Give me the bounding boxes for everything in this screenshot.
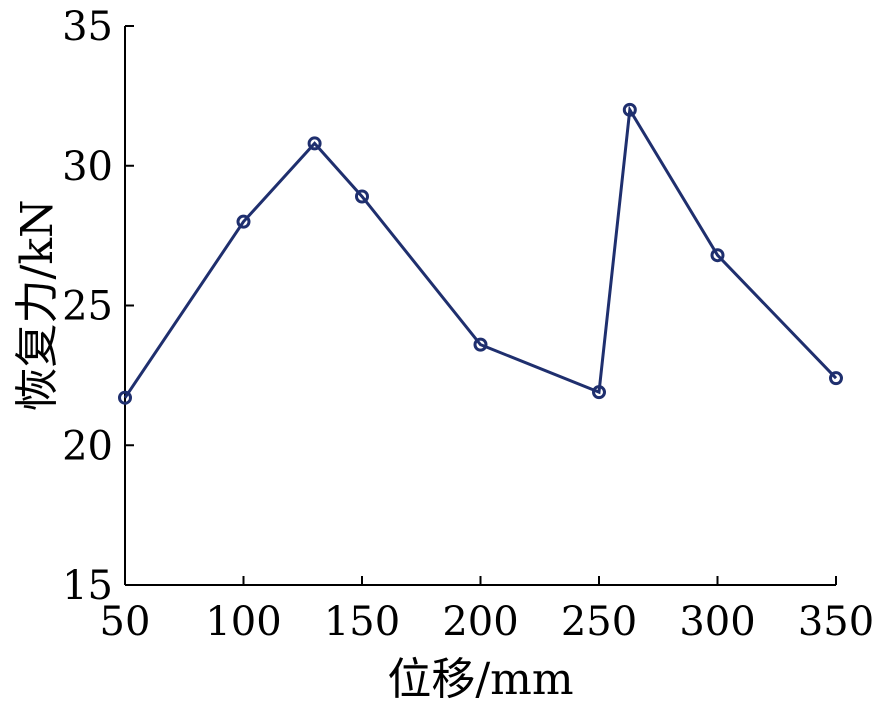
- series-line: [123, 105, 838, 399]
- x-tick-label: 200: [442, 599, 518, 645]
- x-tick-label: 100: [205, 599, 281, 645]
- x-axis-title: 位移/mm: [387, 654, 573, 705]
- y-tick-label: 25: [62, 284, 113, 330]
- y-ticks: 15 20 25 30 35: [62, 4, 134, 609]
- data-point-marker: [710, 248, 725, 263]
- data-point-marker: [355, 189, 369, 204]
- y-tick-label: 35: [62, 4, 113, 50]
- x-tick-label: 150: [324, 599, 400, 645]
- y-axis-title: 恢复力/kN: [12, 200, 63, 412]
- data-point-marker: [236, 214, 251, 229]
- data-point-marker: [622, 102, 637, 117]
- y-tick-label: 30: [62, 144, 113, 190]
- data-point-marker: [829, 371, 843, 386]
- data-point-marker: [473, 337, 488, 352]
- x-ticks: 50 100 150 200 250 300 350: [100, 576, 874, 645]
- x-tick-label: 300: [679, 599, 755, 645]
- data-point-marker: [118, 390, 132, 405]
- data-point-marker: [592, 385, 606, 400]
- y-tick-label: 20: [62, 423, 113, 469]
- data-point-marker: [307, 136, 322, 151]
- y-tick-label: 15: [62, 563, 113, 609]
- x-tick-label: 250: [561, 599, 637, 645]
- plot-series: [118, 102, 843, 405]
- x-tick-label: 350: [798, 599, 874, 645]
- x-tick-label: 50: [100, 599, 151, 645]
